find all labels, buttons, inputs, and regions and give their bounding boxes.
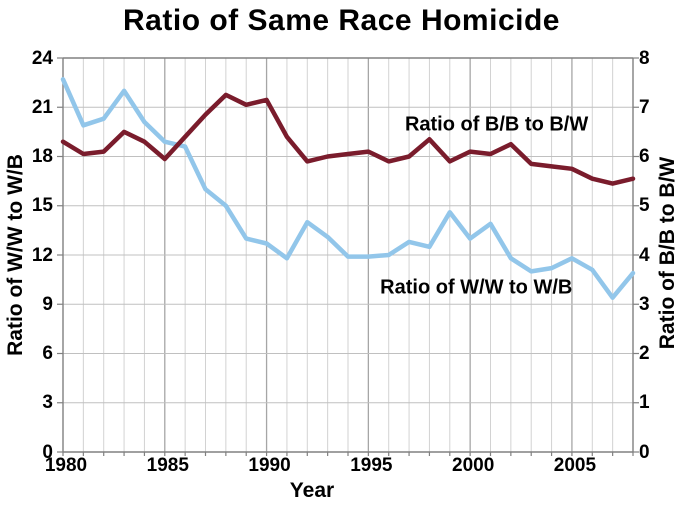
y-right-tick-label: 1 [639,392,650,414]
y-right-tick-label: 6 [639,146,650,167]
y-left-tick-label: 21 [31,96,53,118]
series-label-ww-line: Ratio of W/W to W/B [380,276,573,299]
y-left-tick-label: 18 [31,146,53,167]
y-left-tick-label: 24 [31,47,53,69]
y-right-tick-label: 7 [639,96,650,118]
x-tick-label: 1995 [350,455,393,476]
x-tick-label: 2005 [553,455,597,476]
x-axis-title: Year [289,479,335,502]
y-left-tick-label: 6 [42,343,53,364]
y-right-tick-label: 4 [639,244,650,266]
y-left-tick-label: 3 [42,392,53,414]
y-left-tick-label: 9 [42,293,53,315]
y-left-tick-label: 12 [31,244,53,266]
chart-title: Ratio of Same Race Homicide [123,4,560,37]
series-label-bb-line: Ratio of B/B to B/W [404,113,589,136]
bb-line-series [60,92,636,186]
y-right-tick-label: 0 [639,441,650,463]
ww-line-series [60,77,636,300]
x-tick-label: 1990 [248,455,291,476]
x-tick-label: 1980 [44,455,88,476]
y-right-tick-label: 2 [639,343,650,364]
y-left-tick-label: 0 [42,441,53,463]
x-tick-label: 2000 [452,455,495,476]
y-right-tick-label: 5 [639,195,650,217]
y-right-tick-label: 8 [639,47,650,69]
x-tick-label: 1985 [146,455,189,476]
y-right-tick-label: 3 [639,293,650,315]
y-left-tick-label: 15 [31,195,53,217]
